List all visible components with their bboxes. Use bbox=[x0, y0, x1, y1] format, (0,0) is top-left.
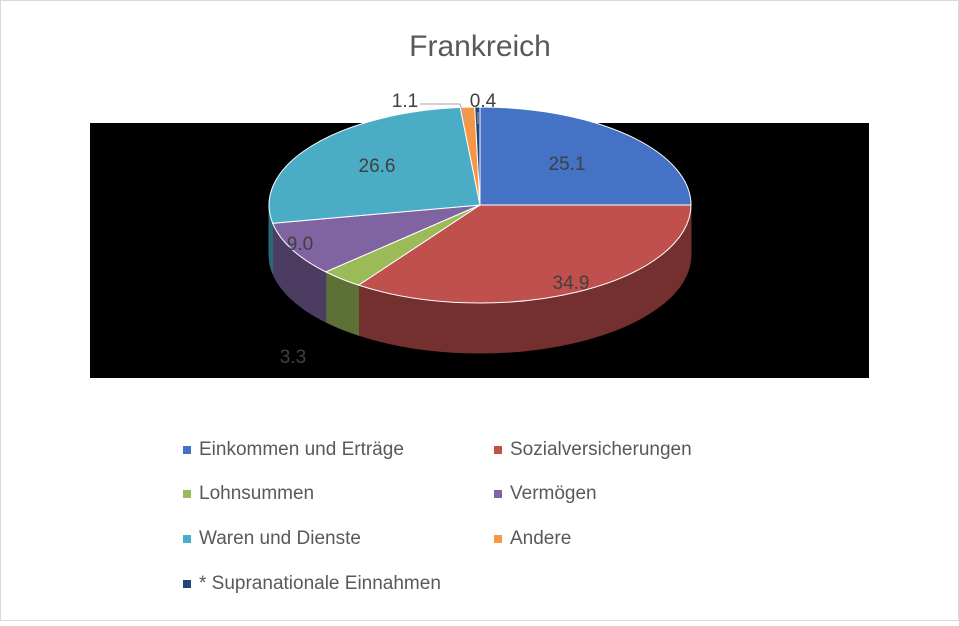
legend-swatch bbox=[183, 580, 191, 588]
data-label: 26.6 bbox=[359, 156, 396, 177]
legend-swatch bbox=[183, 535, 191, 543]
legend-label: Andere bbox=[510, 528, 571, 549]
slice bbox=[271, 204, 481, 273]
slice bbox=[357, 204, 692, 304]
data-label: 25.1 bbox=[549, 154, 586, 175]
chart-title: Frankreich bbox=[409, 30, 551, 63]
legend-label: Waren und Dienste bbox=[199, 528, 361, 549]
leader-line bbox=[420, 103, 468, 125]
legend-swatch bbox=[494, 490, 502, 498]
data-label: 34.9 bbox=[553, 273, 590, 294]
legend-swatch bbox=[183, 490, 191, 498]
data-label: 1.1 bbox=[392, 91, 418, 112]
slice bbox=[479, 106, 692, 206]
legend-label: * Supranationale Einnahmen bbox=[199, 573, 441, 594]
data-label: 3.3 bbox=[280, 347, 306, 368]
legend-label: Einkommen und Erträge bbox=[199, 439, 404, 460]
slice bbox=[268, 106, 481, 224]
slice bbox=[474, 106, 481, 206]
data-label: 0.4 bbox=[470, 91, 497, 112]
legend-swatch bbox=[183, 446, 191, 454]
legend-label: Vermögen bbox=[510, 483, 597, 504]
legend-swatch bbox=[494, 535, 502, 543]
legend-label: Lohnsummen bbox=[199, 483, 314, 504]
legend-swatch bbox=[494, 446, 502, 454]
legend-label: Sozialversicherungen bbox=[510, 439, 692, 460]
data-label: 9.0 bbox=[287, 234, 313, 255]
